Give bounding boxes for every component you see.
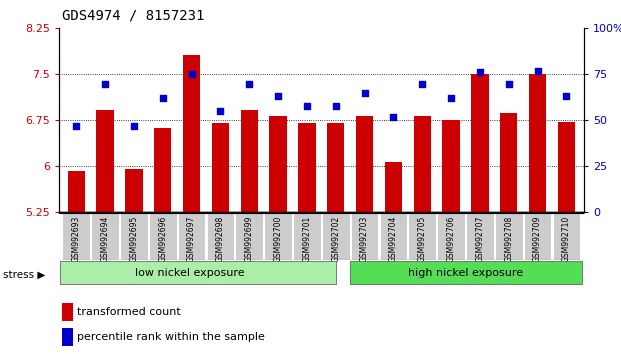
Point [244,81,254,86]
FancyBboxPatch shape [207,213,234,260]
Bar [270,116,287,212]
Text: transformed count: transformed count [78,307,181,317]
Point [302,103,312,108]
Bar [500,113,517,212]
FancyBboxPatch shape [60,261,336,284]
FancyBboxPatch shape [293,213,321,260]
Bar [96,110,114,212]
Point [475,70,485,75]
Point [360,90,369,96]
Text: GSM992700: GSM992700 [274,215,283,262]
Point [129,123,139,129]
Bar [356,116,373,212]
FancyBboxPatch shape [322,213,350,260]
Point [417,81,427,86]
FancyBboxPatch shape [235,213,263,260]
Text: stress ▶: stress ▶ [3,269,45,279]
Point [158,96,168,101]
Point [331,103,341,108]
Text: GSM992696: GSM992696 [158,215,167,262]
Point [187,72,197,77]
Text: GSM992698: GSM992698 [216,215,225,262]
FancyBboxPatch shape [409,213,436,260]
Bar [125,170,143,212]
Bar [558,122,575,212]
Text: GSM992707: GSM992707 [476,215,484,262]
Text: GSM992699: GSM992699 [245,215,254,262]
FancyBboxPatch shape [553,213,580,260]
Point [273,93,283,99]
Point [389,114,399,120]
FancyBboxPatch shape [120,213,148,260]
FancyBboxPatch shape [379,213,407,260]
Bar [240,110,258,212]
Point [71,123,81,129]
Text: GSM992702: GSM992702 [331,215,340,262]
FancyBboxPatch shape [524,213,551,260]
Text: GSM992703: GSM992703 [360,215,369,262]
Point [446,96,456,101]
Bar [212,124,229,212]
Bar [385,162,402,212]
Text: GSM992708: GSM992708 [504,215,514,262]
Bar [61,303,73,321]
FancyBboxPatch shape [351,213,378,260]
FancyBboxPatch shape [437,213,465,260]
Text: GSM992709: GSM992709 [533,215,542,262]
Text: GSM992701: GSM992701 [302,215,312,262]
Bar [154,129,171,212]
Point [215,108,225,114]
Bar [442,120,460,212]
Bar [68,171,85,212]
Text: percentile rank within the sample: percentile rank within the sample [78,332,265,342]
Text: GSM992710: GSM992710 [562,215,571,262]
FancyBboxPatch shape [63,213,90,260]
FancyBboxPatch shape [495,213,523,260]
Bar [414,116,431,212]
FancyBboxPatch shape [265,213,292,260]
Bar [183,55,200,212]
Bar [529,74,546,212]
Text: GSM992706: GSM992706 [446,215,456,262]
FancyBboxPatch shape [178,213,206,260]
Bar [471,74,489,212]
Bar [298,124,315,212]
FancyBboxPatch shape [149,213,176,260]
Text: GSM992705: GSM992705 [418,215,427,262]
Text: GSM992695: GSM992695 [129,215,138,262]
Bar [327,124,345,212]
FancyBboxPatch shape [91,213,119,260]
FancyBboxPatch shape [466,213,494,260]
Bar [61,328,73,346]
Text: GDS4974 / 8157231: GDS4974 / 8157231 [62,9,204,23]
Text: GSM992704: GSM992704 [389,215,398,262]
Text: GSM992694: GSM992694 [101,215,110,262]
Text: low nickel exposure: low nickel exposure [135,268,244,278]
Point [504,81,514,86]
Text: GSM992697: GSM992697 [187,215,196,262]
FancyBboxPatch shape [350,261,582,284]
Point [533,68,543,74]
Text: GSM992693: GSM992693 [72,215,81,262]
Point [561,93,571,99]
Text: high nickel exposure: high nickel exposure [408,268,523,278]
Point [100,81,110,86]
